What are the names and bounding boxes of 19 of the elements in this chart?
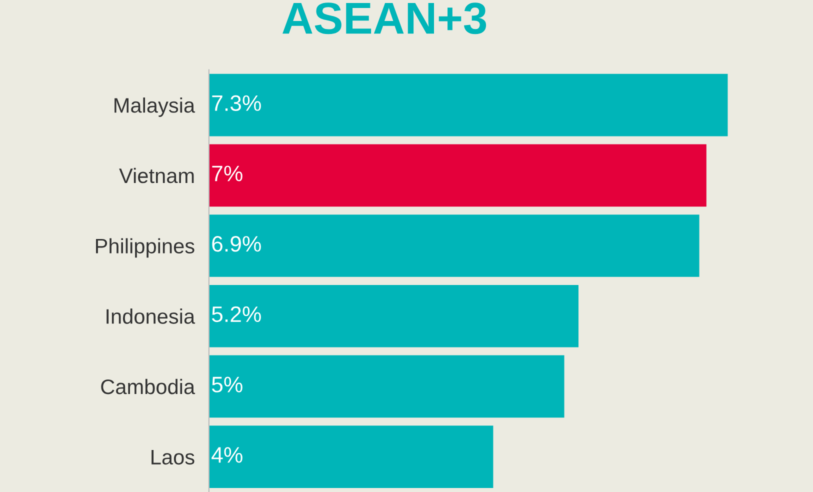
y-tick-label: Philippines	[96, 238, 194, 258]
y-tick-label: Indonesia	[106, 308, 196, 324]
data-label: 5%	[212, 376, 242, 392]
data-label: 5.2%	[212, 306, 261, 322]
y-tick-label: Cambodia	[101, 378, 196, 394]
bar	[208, 355, 564, 418]
y-tick-label: Malaysia	[114, 97, 196, 117]
y-tick-label: Laos	[152, 450, 194, 465]
data-label: 4%	[212, 447, 242, 463]
chart-title: ASEAN+3	[282, 2, 486, 34]
bar	[208, 214, 700, 277]
bar	[208, 74, 728, 136]
data-label: 7.3%	[212, 95, 261, 112]
data-label: 7%	[212, 166, 242, 182]
bar	[208, 144, 706, 207]
bar	[208, 284, 578, 348]
bar	[208, 426, 494, 488]
y-tick-label: Vietnam	[119, 168, 194, 184]
data-label: 6.9%	[212, 236, 261, 252]
